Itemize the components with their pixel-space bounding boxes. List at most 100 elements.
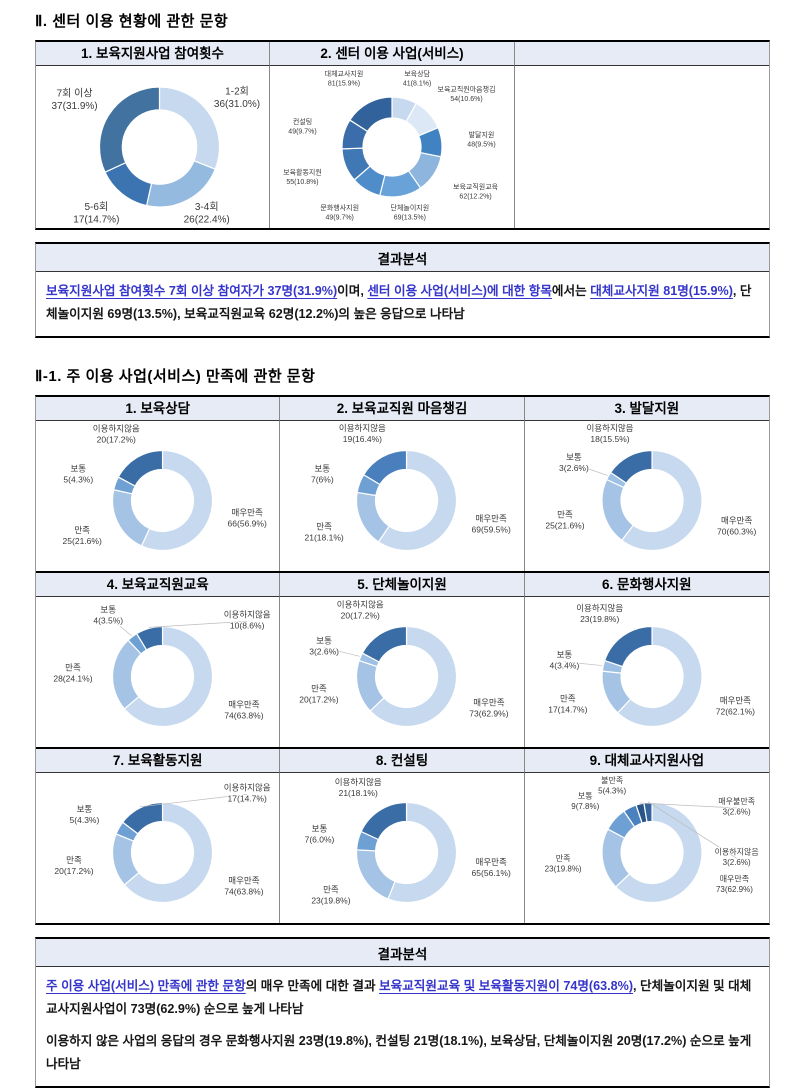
chart-cell-mindfulness: 매우만족 69(59.5%) 만족 21(18.1%) 보통 7(6%) 이용하지않음 19(…	[280, 420, 525, 571]
chart-cell-development: 매우만족 70(60.3%) 만족 25(21.6%) 보통 3(2.6%) 이용하지않음 1…	[525, 421, 769, 571]
donut-chart-svg: 매우만족 65(56.1%) 만족 23(19.8%) 보통 7(6.0%) 이용하지않음 2…	[304, 776, 512, 907]
donut-chart-svg: 매우만족 70(60.3%) 만족 25(21.6%) 보통 3(2.6%) 이용하지않음 1…	[544, 422, 757, 551]
slice-label: 매우만족 73(62.9%)	[470, 697, 509, 718]
slice-label: 매우불만족 3(2.6%)	[718, 796, 755, 817]
chart-header-group-play: 5. 단체놀이지원	[280, 572, 525, 597]
donut-chart-svg: 매우만족 73(62.9%) 만족 20(17.2%) 보통 3(2.6%) 이용하지않음 2…	[299, 599, 510, 727]
donut-slice	[603, 625, 653, 668]
slice-label: 이용하지않음 18(15.5%)	[586, 423, 633, 444]
label-leader-line	[564, 661, 602, 666]
slice-label: 보육활동지원 55(10.8%)	[283, 168, 322, 187]
slice-label: 이용하지않음 3(2.6%)	[714, 846, 758, 867]
analysis-text-segment: 에서는	[551, 284, 591, 299]
grid-body-row-2: 매우만족 74(63.8%) 만족 28(24.1%) 보통 4(3.5%) 이용하지않음 1…	[36, 596, 769, 747]
analysis-highlight-segment: 주 이용 사업(서비스) 만족에 관한 문항	[46, 979, 246, 994]
slice-label: 컨설팅 49(9.7%)	[288, 117, 316, 136]
analysis-2-body: 주 이용 사업(서비스) 만족에 관한 문항의 매우 만족에 대한 결과 보육교…	[36, 967, 769, 1086]
donut-chart-svg: 매우만족 74(63.8%) 만족 20(17.2%) 보통 5(4.3%) 이용하지않음 1…	[53, 781, 272, 904]
donut-slice	[349, 96, 393, 133]
slice-label: 1-2회 36(31.0%)	[214, 86, 260, 111]
slice-label: 보통 7(6.0%)	[305, 824, 335, 845]
analysis-highlight-segment: 센터 이용 사업(서비스)에 대한 항목	[367, 284, 552, 299]
slice-label: 보육상담 41(8.1%)	[403, 69, 431, 88]
donut-slice	[117, 449, 164, 487]
slice-label: 단체놀이지원 69(13.5%)	[391, 203, 430, 222]
chart-cell-care-activity: 매우만족 74(63.8%) 만족 20(17.2%) 보통 5(4.3%) 이용하지않음 1…	[36, 773, 281, 924]
analysis-box-1: 결과분석 보육지원사업 참여횟수 7회 이상 참여자가 37명(31.9%)이며…	[35, 242, 770, 338]
slice-label: 매우만족 74(63.8%)	[224, 875, 263, 896]
slice-label: 보통 3(2.6%)	[310, 636, 340, 657]
donut-chart-group-play: 매우만족 73(62.9%) 만족 20(17.2%) 보통 3(2.6%) 이용하지않음 2…	[280, 597, 523, 747]
chart-header-participation: 1. 보육지원사업 참여횟수	[36, 42, 270, 67]
slice-label: 매우만족 72(62.1%)	[715, 695, 754, 716]
slice-label: 보통 4(3.4%)	[549, 650, 579, 671]
donut-chart-svg: 1-2회 36(31.0%) 3-4회 26(22.4%) 5-6회 17(14.7%) 7…	[50, 85, 261, 227]
chart-cell-counseling: 매우만족 66(56.9%) 만족 25(21.6%) 보통 5(4.3%) 이용하지않음 2…	[36, 420, 281, 571]
slice-label: 보통 5(4.3%)	[70, 804, 100, 825]
slice-label: 문화행사지원 49(9.7%)	[320, 203, 359, 222]
slice-label: 불만족 5(4.3%)	[598, 775, 626, 796]
table-header-row: 1. 보육지원사업 참여횟수 2. 센터 이용 사업(서비스)	[36, 42, 769, 67]
slice-label: 이용하지않음 23(19.8%)	[576, 603, 623, 624]
donut-slice	[140, 449, 214, 551]
slice-label: 만족 23(19.8%)	[312, 885, 351, 906]
center-usage-table: 1. 보육지원사업 참여횟수 2. 센터 이용 사업(서비스) 1-2회 36(3…	[35, 40, 770, 231]
slice-label: 만족 25(21.6%)	[545, 509, 584, 530]
slice-label: 대체교사지원 81(15.9%)	[325, 69, 364, 88]
slice-label: 매우만족 69(59.5%)	[472, 513, 511, 534]
donut-slice	[642, 801, 653, 823]
donut-slice	[135, 625, 164, 651]
slice-label: 이용하지않음 20(17.2%)	[93, 423, 140, 444]
donut-slice	[387, 801, 458, 904]
slice-label: 3-4회 26(22.4%)	[184, 201, 230, 226]
grid-header-row-2: 4. 보육교직원교육 5. 단체놀이지원 6. 문화행사지원	[36, 570, 769, 597]
satisfaction-charts-table: 1. 보육상담 2. 보육교직원 마음챙김 3. 발달지원 매우만족 66(56.…	[35, 394, 770, 926]
donut-chart-services: 보육상담 41(8.1%) 보육교직원마음챙김 54(10.6%) 발달지원 48(9.5…	[270, 66, 514, 228]
slice-label: 5-6회 17(14.7%)	[73, 201, 119, 226]
grid-body-row-3: 매우만족 74(63.8%) 만족 20(17.2%) 보통 5(4.3%) 이용하지않음 1…	[36, 773, 769, 924]
slice-label: 만족 21(18.1%)	[305, 521, 344, 542]
donut-slice	[369, 625, 458, 727]
chart-header-mindfulness: 2. 보육교직원 마음챙김	[280, 396, 525, 421]
donut-slice	[123, 625, 214, 727]
donut-chart-teacher-edu: 매우만족 74(63.8%) 만족 28(24.1%) 보통 4(3.5%) 이용하지않음 1…	[36, 597, 279, 747]
donut-slice	[377, 449, 458, 551]
label-leader-line	[573, 463, 608, 476]
slice-label: 매우만족 74(63.8%)	[224, 699, 263, 720]
donut-chart-consulting: 매우만족 65(56.1%) 만족 23(19.8%) 보통 7(6.0%) 이용하지않음 2…	[280, 773, 523, 923]
section-1-title: Ⅱ. 센터 이용 현황에 관한 문항	[35, 13, 229, 30]
donut-chart-svg: 매우만족 69(59.5%) 만족 21(18.1%) 보통 7(6%)이용하지않음 19(…	[304, 422, 512, 551]
chart-header-culture-event: 6. 문화행사지원	[524, 572, 769, 597]
label-leader-line	[108, 616, 132, 637]
donut-chart-participation: 1-2회 36(31.0%) 3-4회 26(22.4%) 5-6회 17(14.7%) 7…	[36, 66, 269, 228]
donut-slice	[601, 478, 634, 541]
donut-slice	[620, 449, 703, 551]
analysis-highlight-segment: 보육교직원교육 및 보육활동지원이 74명(63.8%)	[379, 979, 634, 994]
slice-label: 이용하지않음 20(17.2%)	[337, 600, 384, 621]
chart-cell-substitute-teacher: 매우만족 73(62.9%) 만족 23(19.8%) 보통 9(7.8%) 불만족 5(4.…	[525, 773, 769, 923]
grid-header-row-1: 1. 보육상담 2. 보육교직원 마음챙김 3. 발달지원	[36, 396, 769, 421]
chart-cell-consulting: 매우만족 65(56.1%) 만족 23(19.8%) 보통 7(6.0%) 이용하지않음 2…	[280, 773, 525, 924]
donut-chart-svg: 매우만족 73(62.9%) 만족 23(19.8%) 보통 9(7.8%)불만족 5(4.…	[543, 774, 759, 904]
analysis-box-2: 결과분석 주 이용 사업(서비스) 만족에 관한 문항의 매우 만족에 대한 결…	[35, 937, 770, 1088]
chart-header-development: 3. 발달지원	[524, 396, 769, 421]
chart-cell-teacher-edu: 매우만족 74(63.8%) 만족 28(24.1%) 보통 4(3.5%) 이용하지않음 1…	[36, 596, 281, 747]
empty-cell	[515, 66, 769, 228]
slice-label: 만족 20(17.2%)	[54, 855, 93, 876]
slice-label: 매우만족 66(56.9%)	[228, 507, 267, 528]
analysis-text-segment: , 단체놀이지원 및 대체교사지원사업이 73명(62.9%) 순으로 높게 나…	[46, 979, 752, 1016]
slice-label: 이용하지않음 19(16.4%)	[339, 423, 386, 444]
donut-chart-culture-event: 매우만족 72(62.1%) 만족 17(14.7%) 보통 4(3.4%) 이용하지않음 2…	[525, 597, 769, 747]
slice-label: 보통 4(3.5%)	[93, 604, 123, 625]
chart-header-services: 2. 센터 이용 사업(서비스)	[270, 42, 515, 67]
donut-slice	[356, 849, 397, 900]
chart-header-empty	[515, 42, 769, 67]
table-body-row: 1-2회 36(31.0%) 3-4회 26(22.4%) 5-6회 17(14.7%) 7…	[36, 66, 769, 229]
donut-chart-svg: 매우만족 74(63.8%) 만족 28(24.1%) 보통 4(3.5%) 이용하지않음 1…	[52, 603, 272, 727]
donut-slice	[121, 801, 164, 835]
slice-label: 만족 28(24.1%)	[53, 662, 92, 683]
donut-slice	[111, 639, 143, 710]
chart-header-teacher-edu: 4. 보육교직원교육	[36, 572, 281, 597]
slice-label: 7회 이상 37(31.9%)	[51, 88, 97, 113]
